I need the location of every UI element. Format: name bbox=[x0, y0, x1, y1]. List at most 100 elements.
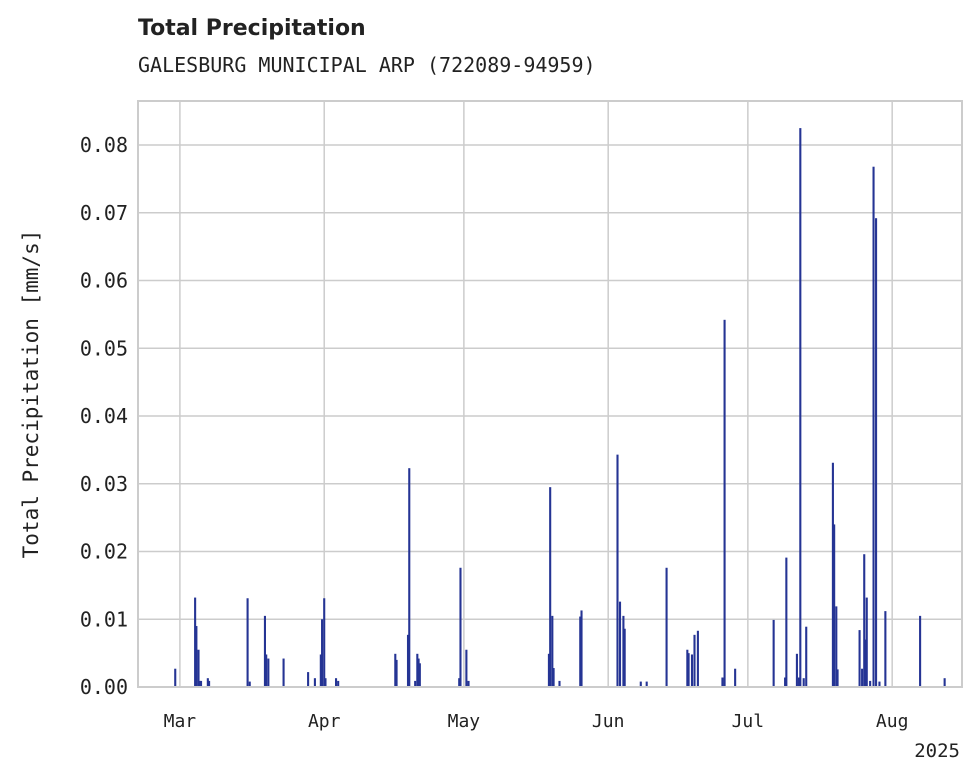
y-tick-label: 0.03 bbox=[80, 472, 128, 496]
precipitation-bar bbox=[616, 454, 619, 687]
precipitation-bar bbox=[246, 598, 249, 687]
precipitation-bar bbox=[665, 567, 668, 687]
precipitation-bar bbox=[418, 663, 421, 687]
precipitation-bars bbox=[174, 128, 946, 688]
precipitation-bar bbox=[805, 626, 808, 687]
precipitation-bar bbox=[199, 680, 203, 687]
x-axis-tick-labels: Mar Apr May Jun Jul Aug bbox=[164, 711, 909, 732]
precipitation-bar bbox=[337, 680, 340, 687]
precipitation-bar bbox=[459, 567, 462, 687]
precipitation-bar bbox=[690, 654, 694, 687]
precipitation-bar bbox=[835, 606, 838, 687]
y-tick-label: 0.01 bbox=[80, 607, 128, 631]
precipitation-bar bbox=[919, 615, 922, 687]
x-tick-label: Jul bbox=[732, 711, 765, 732]
precipitation-bar bbox=[194, 597, 197, 687]
precipitation-bar bbox=[416, 653, 419, 687]
precipitation-bar bbox=[319, 654, 322, 687]
precipitation-bar bbox=[467, 680, 470, 687]
x-axis-offset-label: 2025 bbox=[914, 740, 960, 762]
precipitation-bar bbox=[802, 678, 805, 687]
precipitation-bar bbox=[878, 681, 881, 687]
precipitation-bar bbox=[865, 597, 868, 687]
precipitation-bar bbox=[321, 619, 324, 687]
precipitation-bar bbox=[265, 654, 268, 687]
x-tick-label: May bbox=[448, 711, 481, 732]
precipitation-bar bbox=[324, 678, 327, 687]
precipitation-bar bbox=[465, 649, 468, 687]
precipitation-bar bbox=[458, 678, 461, 687]
precipitation-bar bbox=[549, 487, 552, 687]
precipitation-bar bbox=[408, 468, 411, 687]
precipitation-bar bbox=[551, 615, 554, 687]
precipitation-bar bbox=[579, 616, 582, 687]
x-tick-label: Aug bbox=[876, 711, 909, 732]
grid-lines bbox=[138, 101, 962, 688]
precipitation-bar bbox=[263, 615, 266, 687]
precipitation-bar bbox=[395, 659, 398, 687]
precipitation-bar bbox=[307, 672, 310, 687]
x-tick-label: Mar bbox=[164, 711, 197, 732]
precipitation-bar bbox=[208, 680, 211, 687]
precipitation-bar bbox=[174, 668, 177, 687]
precipitation-bar bbox=[580, 610, 583, 687]
precipitation-bar bbox=[394, 653, 397, 687]
precipitation-bar bbox=[547, 653, 550, 687]
precipitation-bar bbox=[798, 677, 801, 687]
precipitation-bar bbox=[686, 649, 689, 687]
y-tick-label: 0.06 bbox=[80, 269, 128, 293]
y-tick-label: 0.07 bbox=[80, 201, 128, 225]
precipitation-bar bbox=[833, 524, 836, 687]
y-tick-label: 0.02 bbox=[80, 540, 128, 564]
precipitation-bar bbox=[795, 653, 798, 687]
precipitation-bar bbox=[687, 653, 690, 687]
precipitation-bar bbox=[696, 630, 699, 687]
precipitation-bar bbox=[206, 678, 209, 687]
precipitation-bar bbox=[552, 668, 555, 687]
precipitation-bar bbox=[864, 639, 867, 687]
precipitation-bar bbox=[622, 615, 625, 687]
precipitation-bar bbox=[863, 554, 866, 687]
y-axis-tick-labels: 0.00 0.01 0.02 0.03 0.04 0.05 0.06 0.07 0.08 bbox=[80, 133, 128, 699]
precipitation-bar bbox=[334, 678, 338, 687]
precipitation-bar bbox=[785, 557, 788, 687]
chart-title: Total Precipitation bbox=[138, 16, 366, 41]
precipitation-bar bbox=[406, 634, 410, 687]
precipitation-bar bbox=[869, 680, 872, 687]
precipitation-bar bbox=[248, 681, 251, 687]
y-tick-label: 0.05 bbox=[80, 336, 128, 360]
precipitation-bar bbox=[618, 601, 622, 687]
precipitation-bar bbox=[799, 128, 802, 687]
precipitation-bar bbox=[282, 658, 285, 687]
precipitation-bar bbox=[836, 669, 839, 687]
precipitation-bar bbox=[875, 218, 878, 687]
precipitation-bar bbox=[693, 634, 696, 687]
precipitation-bar bbox=[734, 668, 737, 687]
y-tick-label: 0.00 bbox=[80, 675, 128, 699]
precipitation-bar bbox=[721, 677, 724, 687]
x-tick-label: Apr bbox=[308, 711, 341, 732]
precipitation-bar bbox=[884, 611, 887, 687]
y-tick-label: 0.08 bbox=[80, 133, 128, 157]
precipitation-bar bbox=[831, 462, 834, 687]
precipitation-bar bbox=[872, 166, 875, 688]
y-axis-label: Total Precipitation [mm/s] bbox=[19, 230, 43, 559]
precipitation-bar bbox=[267, 658, 270, 687]
precipitation-bar bbox=[558, 680, 561, 687]
precipitation-bar bbox=[784, 677, 787, 687]
x-tick-label: Jun bbox=[592, 711, 625, 732]
precipitation-bar bbox=[639, 681, 642, 687]
precipitation-bar bbox=[772, 619, 775, 687]
precipitation-bar bbox=[417, 658, 420, 687]
precipitation-bar bbox=[723, 319, 726, 687]
precipitation-bar bbox=[323, 598, 326, 687]
precipitation-bar bbox=[197, 649, 200, 687]
precipitation-bar bbox=[858, 630, 861, 687]
precipitation-bar bbox=[623, 628, 626, 687]
precipitation-bar bbox=[414, 680, 417, 687]
plot-frame bbox=[137, 100, 963, 688]
precipitation-bar bbox=[861, 668, 864, 687]
precipitation-bar bbox=[313, 678, 316, 687]
precipitation-bar bbox=[198, 680, 201, 687]
